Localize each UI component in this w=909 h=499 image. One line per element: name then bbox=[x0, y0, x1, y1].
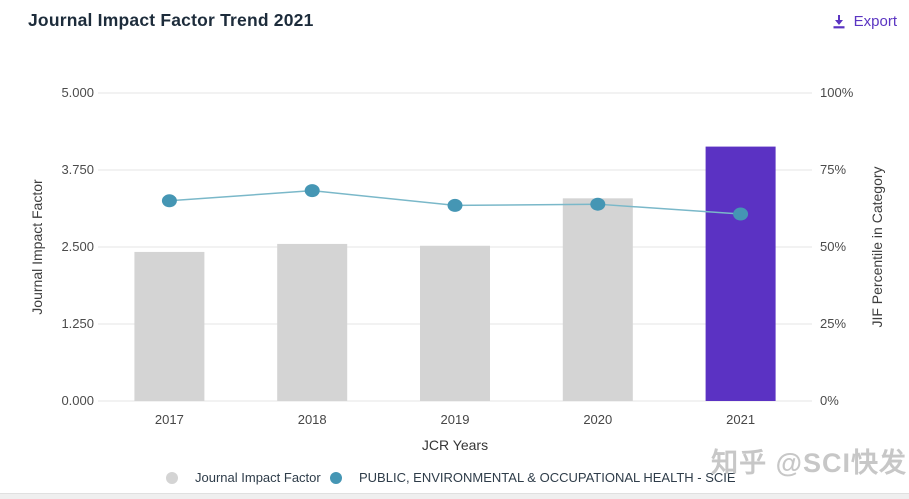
line-point-2017 bbox=[161, 194, 177, 208]
x-axis-tick-2019: 2019 bbox=[440, 412, 470, 427]
line-point-2018 bbox=[304, 184, 320, 198]
export-label: Export bbox=[853, 13, 897, 30]
legend-label-jif: Journal Impact Factor bbox=[195, 470, 321, 485]
bottom-divider bbox=[0, 493, 909, 499]
x-axis-tick-2021: 2021 bbox=[726, 412, 756, 427]
page-title: Journal Impact Factor Trend 2021 bbox=[28, 10, 314, 30]
line-point-2020 bbox=[590, 197, 606, 211]
legend-item-category: PUBLIC, ENVIRONMENTAL & OCCUPATIONAL HEA… bbox=[330, 470, 736, 485]
bar-2018 bbox=[277, 243, 348, 401]
bar-2020 bbox=[562, 198, 633, 401]
right-axis-title: JIF Percentile in Category bbox=[869, 166, 885, 328]
bar-2021 bbox=[705, 146, 776, 401]
left-axis-tick: 1.250 bbox=[61, 316, 94, 331]
left-axis-tick: 5.000 bbox=[61, 85, 94, 100]
left-axis-tick: 2.500 bbox=[61, 239, 94, 254]
left-axis-tick: 0.000 bbox=[61, 393, 94, 408]
bar-2017 bbox=[134, 251, 205, 401]
right-axis-tick: 0% bbox=[820, 393, 839, 408]
legend-dot-gray bbox=[166, 471, 178, 484]
line-point-2019 bbox=[447, 198, 463, 212]
legend-dot-teal bbox=[330, 471, 342, 484]
export-button[interactable]: Export bbox=[832, 13, 897, 30]
x-axis-tick-2018: 2018 bbox=[297, 412, 327, 427]
legend-item-jif: Journal Impact Factor bbox=[166, 470, 321, 485]
download-icon bbox=[832, 14, 846, 29]
right-axis-tick: 25% bbox=[820, 316, 847, 331]
left-axis-title: Journal Impact Factor bbox=[29, 179, 45, 315]
x-axis-tick-2017: 2017 bbox=[154, 412, 184, 427]
x-axis-tick-2020: 2020 bbox=[583, 412, 613, 427]
x-axis-title: JCR Years bbox=[421, 437, 489, 453]
right-axis-tick: 100% bbox=[820, 85, 854, 100]
watermark: 知乎 @SCI快发 bbox=[711, 448, 907, 478]
left-axis-tick: 3.750 bbox=[61, 162, 94, 177]
line-point-2021 bbox=[733, 207, 749, 221]
right-axis-tick: 50% bbox=[820, 239, 847, 254]
right-axis-tick: 75% bbox=[820, 162, 847, 177]
legend-label-category: PUBLIC, ENVIRONMENTAL & OCCUPATIONAL HEA… bbox=[359, 470, 736, 485]
bar-2019 bbox=[420, 245, 490, 401]
